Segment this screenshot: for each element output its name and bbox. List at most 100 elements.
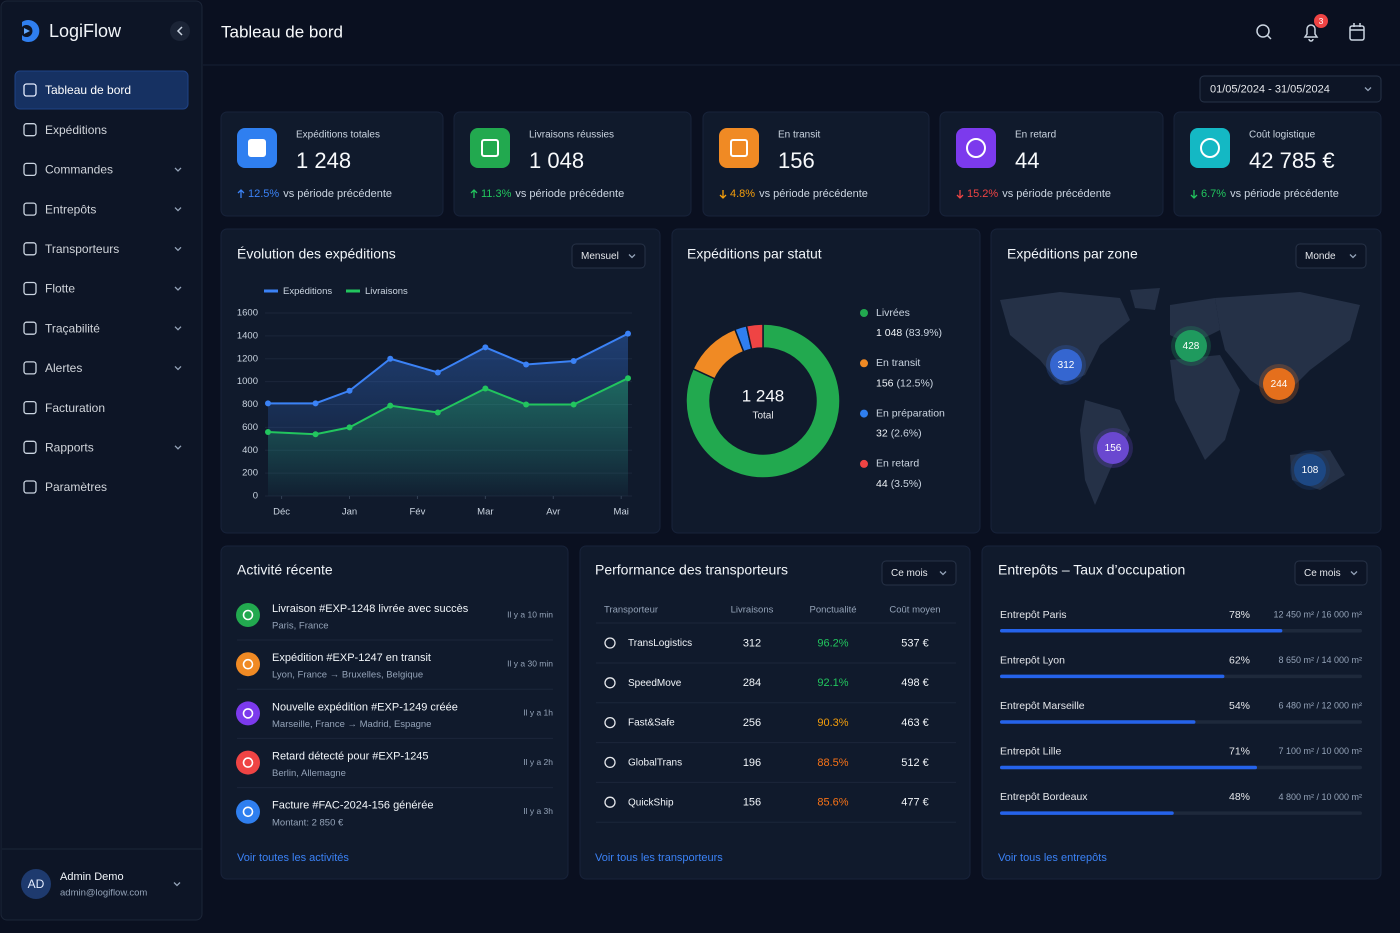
kpi-icon — [719, 128, 759, 168]
column-header: Transporteur — [604, 605, 658, 616]
nav-icon — [23, 400, 37, 415]
y-tick-label: 400 — [242, 445, 258, 456]
dropdown[interactable] — [1295, 243, 1367, 269]
nav-label: Flotte — [45, 282, 75, 296]
activity-time: Il y a 30 min — [507, 658, 553, 668]
y-tick-label: 0 — [253, 491, 258, 502]
bubble[interactable] — [1050, 349, 1082, 381]
kpi-value: 42 785 € — [1249, 148, 1335, 173]
dropdown[interactable] — [1294, 560, 1368, 586]
bubble[interactable] — [1175, 330, 1207, 362]
nav-item[interactable] — [15, 349, 188, 387]
nav-item[interactable] — [15, 270, 188, 308]
activity-icon — [236, 701, 260, 726]
link[interactable]: Voir tous les entrepôts — [998, 852, 1107, 864]
y-tick-label: 1600 — [237, 308, 258, 319]
header-icons — [1256, 23, 1365, 42]
bubble[interactable] — [1097, 432, 1129, 464]
chevron-icon — [174, 445, 182, 450]
activity-detail: Paris, France — [272, 621, 329, 632]
chevron-icon — [174, 246, 182, 252]
kpi-change: 12.5% vs période précédente — [248, 188, 392, 200]
kpi-icon-glyph — [481, 139, 499, 157]
legend-dot — [860, 309, 868, 317]
carrier-icon — [604, 637, 616, 649]
kpi-change-value: 12.5% — [248, 188, 279, 200]
nav-item[interactable] — [15, 309, 188, 347]
collapse-icon — [176, 26, 183, 36]
link[interactable]: Voir toutes les activités — [237, 852, 349, 864]
nav-icon — [23, 361, 37, 375]
activity-icon-glyph — [242, 658, 254, 670]
link[interactable]: Voir tous les transporteurs — [595, 852, 723, 864]
warehouse-capacity: 12 450 m² / 16 000 m² — [1273, 609, 1362, 619]
nav-item[interactable] — [15, 190, 188, 228]
nav-label: Commandes — [45, 163, 113, 177]
activity-title: Nouvelle expédition #EXP-1249 créée — [272, 701, 458, 713]
card-title: Activité récente — [237, 562, 333, 578]
kpi-value: 1 048 — [529, 148, 584, 173]
kpi-label: Coût logistique — [1249, 130, 1316, 141]
table-cell: 88.5% — [817, 757, 848, 769]
dropdown-label: Ce mois — [891, 568, 928, 579]
search-icon[interactable] — [1256, 24, 1270, 38]
warehouse-capacity: 4 800 m² / 10 000 m² — [1278, 792, 1362, 802]
column-header: Ponctualité — [809, 605, 856, 616]
activity-icon — [236, 652, 260, 677]
bubble[interactable] — [1294, 454, 1326, 486]
avatar-initials: AD — [28, 877, 45, 891]
nav-label: Paramètres — [45, 480, 107, 494]
nav-item[interactable] — [15, 428, 188, 466]
dropdown[interactable] — [571, 243, 646, 269]
brand-name: LogiFlow — [49, 21, 122, 41]
point — [523, 361, 530, 368]
kpi-change-value: 4.8% — [730, 188, 755, 200]
activity-time: Il y a 2h — [523, 757, 553, 767]
kpi-icon — [470, 128, 510, 168]
chevron-icon — [1364, 87, 1372, 92]
chevron-icon — [174, 326, 182, 331]
calendar-icon[interactable] — [1349, 25, 1365, 41]
user-menu[interactable] — [168, 874, 186, 894]
activity-detail: Lyon, France → Bruxelles, Belgique — [272, 670, 423, 681]
date-range-picker[interactable] — [1199, 75, 1382, 103]
legend-label: En transit — [876, 357, 920, 369]
chevron-icon — [939, 571, 947, 576]
point — [434, 409, 441, 416]
chevron-icon — [1349, 254, 1357, 259]
bubble-label: 312 — [1058, 360, 1075, 371]
kpi-comparison: vs période précédente — [515, 188, 624, 200]
table-cell: 96.2% — [817, 637, 848, 649]
point — [523, 401, 530, 408]
bubble-label: 428 — [1183, 341, 1200, 352]
nav-item-active[interactable] — [14, 70, 189, 110]
kpi-change-value: 11.3% — [481, 188, 512, 200]
activity-icon-glyph — [242, 609, 254, 621]
activity-icon-glyph — [242, 806, 254, 818]
point — [265, 400, 271, 407]
activity-icon-glyph — [242, 708, 254, 719]
user-email: admin@logiflow.com — [60, 888, 147, 899]
chevron-icon — [628, 254, 636, 259]
nav-icon — [23, 321, 37, 335]
legend-label: En préparation — [876, 407, 945, 419]
bell-icon[interactable] — [1303, 24, 1319, 42]
warehouse-name: Entrepôt Lyon — [1000, 654, 1065, 666]
bubble[interactable] — [1263, 368, 1295, 400]
kpi-change-value: 6.7% — [1201, 188, 1226, 200]
legend-label: En retard — [876, 458, 919, 470]
x-tick-label: Jan — [342, 507, 357, 518]
notification-count: 3 — [1319, 16, 1324, 26]
table-cell: 498 € — [901, 677, 929, 689]
table-cell: TransLogistics — [628, 638, 692, 649]
nav-label: Tableau de bord — [45, 83, 131, 97]
dropdown-label: Mensuel — [581, 251, 619, 262]
kpi-icon-glyph — [730, 139, 748, 157]
warehouse-occupancy: 54% — [1229, 700, 1250, 712]
y-tick-label: 1200 — [237, 353, 258, 364]
collapse-button[interactable] — [170, 21, 190, 41]
dropdown[interactable] — [881, 560, 957, 586]
kpi-change: 6.7% vs période précédente — [1201, 188, 1339, 200]
progress-bar — [1000, 629, 1283, 633]
card-title: Entrepôts – Taux d’occupation — [998, 562, 1185, 578]
